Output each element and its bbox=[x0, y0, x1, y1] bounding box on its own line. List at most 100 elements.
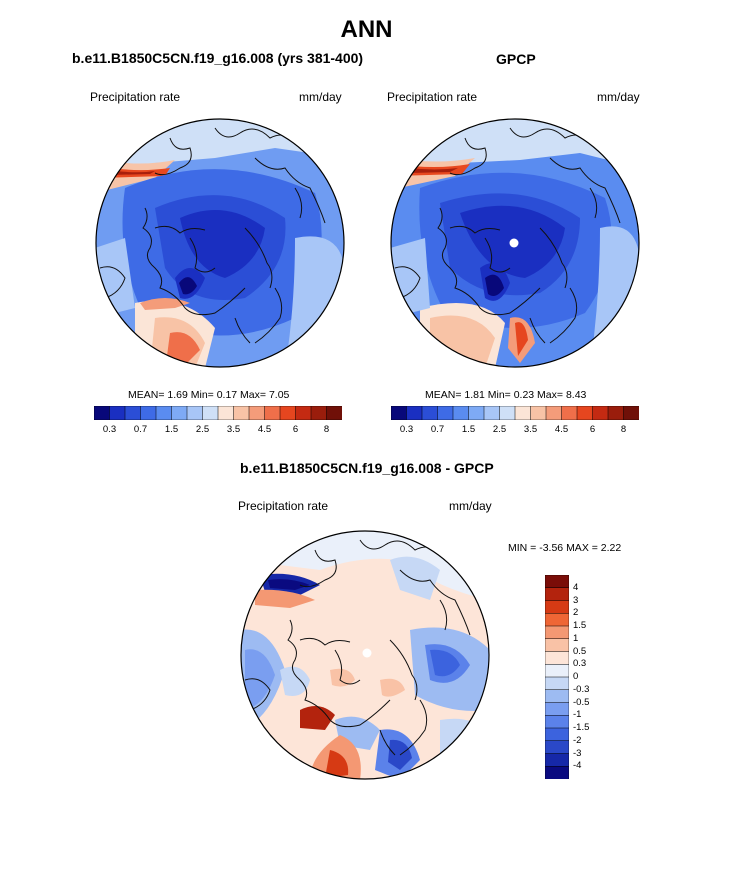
colorbar-tick-label: -2 bbox=[573, 734, 582, 746]
colorbar-swatch bbox=[233, 406, 250, 420]
diff-variable-label: Precipitation rate bbox=[238, 499, 329, 513]
colorbar-swatch bbox=[94, 406, 111, 420]
colorbar-swatch bbox=[421, 406, 439, 420]
obs-colorbar-ticks: 0.3 0.7 1.5 2.5 3.5 4.5 6 8 bbox=[391, 424, 639, 438]
diff-units-label: mm/day bbox=[449, 499, 492, 513]
colorbar-swatch bbox=[202, 406, 219, 420]
colorbar-tick-label: 0.7 bbox=[430, 424, 445, 435]
colorbar-swatch bbox=[545, 727, 569, 742]
colorbar-tick-label: -4 bbox=[573, 760, 582, 772]
colorbar-tick-label: 0.3 bbox=[102, 424, 117, 435]
colorbar-tick-label: 4.5 bbox=[257, 424, 272, 435]
model-variable-label: Precipitation rate bbox=[90, 90, 181, 104]
obs-coastlines bbox=[394, 127, 621, 344]
obs-pole-hole bbox=[509, 238, 519, 248]
colorbar-swatch bbox=[499, 406, 516, 420]
colorbar-tick-label: -1 bbox=[573, 709, 582, 721]
diff-colorbar-ticks: 4 3 2 1.5 1 0.5 0.3 0 -0.3 -0.5 -1 -1.5 -2 -3 -4 bbox=[573, 575, 603, 779]
colorbar-swatch bbox=[545, 664, 569, 678]
colorbar-swatch bbox=[545, 651, 569, 665]
colorbar-tick-label: 8 bbox=[323, 424, 330, 435]
colorbar-tick-label: 0.3 bbox=[399, 424, 414, 435]
colorbar-tick-label: 0.7 bbox=[133, 424, 148, 435]
colorbar-tick-label: 2 bbox=[573, 607, 579, 619]
colorbar-swatch bbox=[155, 406, 173, 420]
obs-variable-label: Precipitation rate bbox=[387, 90, 478, 104]
colorbar-swatch bbox=[576, 406, 594, 420]
colorbar-tick-label: 4 bbox=[573, 581, 579, 593]
colorbar-tick-label: 6 bbox=[292, 424, 299, 435]
colorbar-swatch bbox=[279, 406, 297, 420]
colorbar-swatch bbox=[545, 702, 569, 716]
colorbar-swatch bbox=[514, 406, 532, 420]
diff-pole-hole bbox=[362, 648, 372, 658]
obs-colorbar bbox=[391, 406, 639, 420]
colorbar-swatch bbox=[592, 406, 609, 420]
obs-stats: MEAN= 1.81 Min= 0.23 Max= 8.43 bbox=[425, 389, 587, 401]
colorbar-swatch bbox=[623, 406, 639, 420]
colorbar-tick-label: 0.3 bbox=[573, 658, 587, 670]
colorbar-swatch bbox=[545, 587, 569, 602]
colorbar-swatch bbox=[468, 406, 485, 420]
colorbar-swatch bbox=[545, 740, 569, 755]
colorbar-swatch bbox=[483, 406, 501, 420]
colorbar-swatch bbox=[545, 689, 569, 704]
obs-colorbar-swatches bbox=[391, 406, 639, 420]
diff-coastlines bbox=[244, 539, 471, 756]
colorbar-swatch bbox=[545, 600, 569, 614]
colorbar-tick-label: -0.5 bbox=[573, 696, 590, 708]
colorbar-swatch bbox=[607, 406, 625, 420]
colorbar-tick-label: 6 bbox=[589, 424, 596, 435]
obs-panel-title: GPCP bbox=[496, 51, 536, 67]
colorbar-swatch bbox=[530, 406, 547, 420]
colorbar-swatch bbox=[109, 406, 126, 420]
model-panel-title: b.e11.B1850C5CN.f19_g16.008 (yrs 381-400… bbox=[72, 50, 364, 66]
colorbar-swatch bbox=[217, 406, 235, 420]
colorbar-tick-label: 2.5 bbox=[195, 424, 210, 435]
diff-stats: MIN = -3.56 MAX = 2.22 bbox=[508, 542, 622, 554]
diff-colorbar-swatches bbox=[545, 575, 569, 779]
colorbar-swatch bbox=[545, 406, 563, 420]
model-colorbar-swatches bbox=[94, 406, 342, 420]
colorbar-swatch bbox=[310, 406, 328, 420]
colorbar-swatch bbox=[171, 406, 188, 420]
colorbar-swatch bbox=[186, 406, 204, 420]
colorbar-swatch bbox=[545, 638, 569, 653]
colorbar-tick-label: 3.5 bbox=[523, 424, 538, 435]
colorbar-tick-label: 4.5 bbox=[554, 424, 569, 435]
diff-colorbar bbox=[545, 575, 569, 779]
colorbar-tick-label: -1.5 bbox=[573, 722, 590, 733]
obs-polar-map bbox=[390, 118, 640, 368]
colorbar-tick-label: 3.5 bbox=[226, 424, 241, 435]
model-units-label: mm/day bbox=[299, 90, 342, 104]
model-coastlines bbox=[99, 127, 326, 344]
colorbar-swatch bbox=[561, 406, 578, 420]
colorbar-tick-label: 1.5 bbox=[164, 424, 179, 435]
colorbar-swatch bbox=[545, 613, 569, 627]
colorbar-swatch bbox=[452, 406, 470, 420]
obs-units-label: mm/day bbox=[597, 90, 640, 104]
colorbar-swatch bbox=[326, 406, 342, 420]
colorbar-tick-label: 3 bbox=[573, 594, 579, 606]
colorbar-swatch bbox=[545, 625, 569, 640]
colorbar-swatch bbox=[391, 406, 408, 420]
colorbar-tick-label: 2.5 bbox=[492, 424, 507, 435]
model-stats: MEAN= 1.69 Min= 0.17 Max= 7.05 bbox=[128, 389, 290, 401]
diff-polar-map bbox=[240, 530, 490, 780]
page-title: ANN bbox=[340, 16, 393, 43]
colorbar-tick-label: 0 bbox=[573, 671, 579, 682]
colorbar-tick-label: 8 bbox=[620, 424, 627, 435]
colorbar-tick-label: -0.3 bbox=[573, 683, 590, 695]
diff-panel-title: b.e11.B1850C5CN.f19_g16.008 - GPCP bbox=[240, 460, 494, 476]
colorbar-swatch bbox=[140, 406, 157, 420]
colorbar-tick-label: -3 bbox=[573, 747, 582, 759]
colorbar-swatch bbox=[545, 753, 569, 767]
colorbar-tick-label: 1 bbox=[573, 632, 579, 644]
colorbar-swatch bbox=[264, 406, 281, 420]
colorbar-swatch bbox=[545, 575, 569, 589]
colorbar-swatch bbox=[406, 406, 423, 420]
colorbar-swatch bbox=[545, 766, 569, 779]
model-colorbar-ticks: 0.3 0.7 1.5 2.5 3.5 4.5 6 8 bbox=[94, 424, 342, 438]
colorbar-swatch bbox=[124, 406, 142, 420]
colorbar-tick-label: 1.5 bbox=[573, 620, 587, 631]
